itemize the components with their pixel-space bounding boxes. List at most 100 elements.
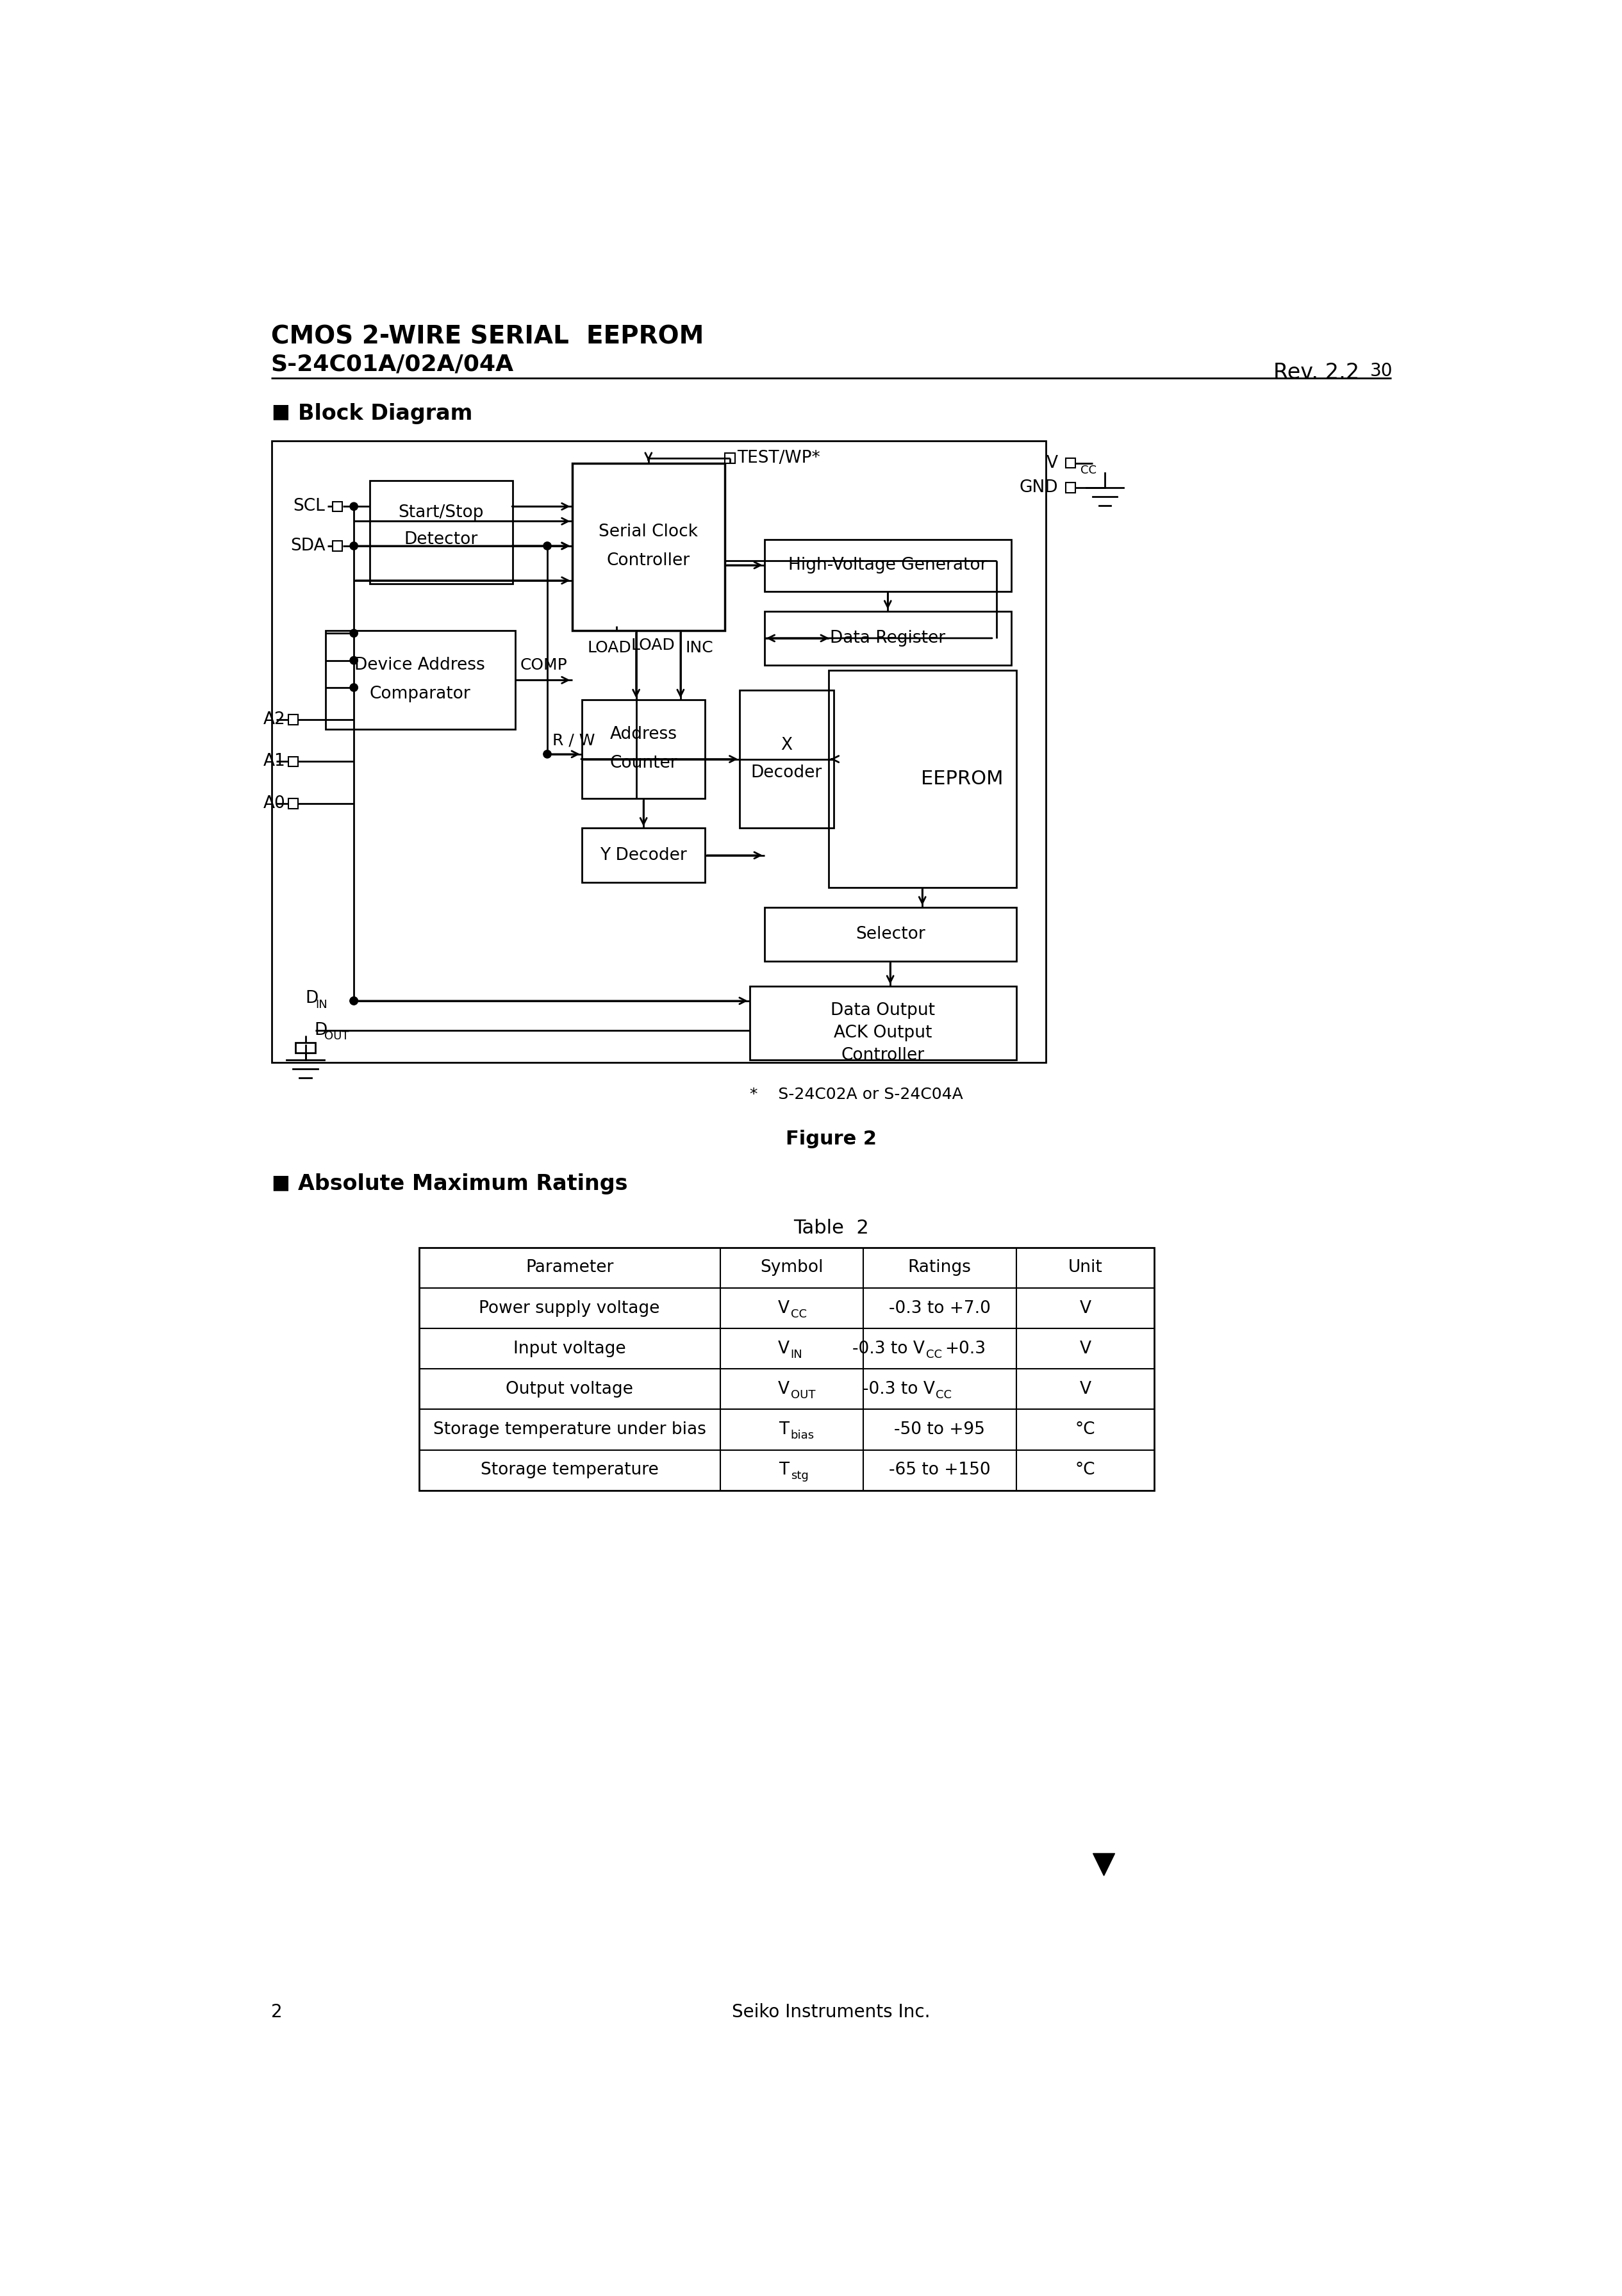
Text: X: X <box>780 737 793 753</box>
Bar <box>764 907 1015 962</box>
Text: IN: IN <box>315 999 328 1010</box>
Circle shape <box>543 751 551 758</box>
Bar <box>749 985 1015 1061</box>
Circle shape <box>350 996 358 1006</box>
Text: -0.3 to V: -0.3 to V <box>853 1341 925 1357</box>
Bar <box>289 714 298 726</box>
Bar <box>418 1247 1155 1490</box>
Text: INC: INC <box>686 641 714 657</box>
Text: EEPROM: EEPROM <box>921 769 1002 788</box>
Text: Controller: Controller <box>842 1047 925 1063</box>
Text: V: V <box>777 1341 788 1357</box>
Text: High-Voltage Generator: High-Voltage Generator <box>788 558 988 574</box>
Text: CC: CC <box>936 1389 952 1401</box>
Text: Storage temperature: Storage temperature <box>480 1463 659 1479</box>
Bar <box>333 542 342 551</box>
Circle shape <box>350 542 358 549</box>
Text: °C: °C <box>1075 1463 1095 1479</box>
Text: Detector: Detector <box>404 530 478 549</box>
Text: 30: 30 <box>1371 363 1393 379</box>
Text: LOAD: LOAD <box>631 638 675 654</box>
Circle shape <box>350 629 358 638</box>
Text: Block Diagram: Block Diagram <box>298 402 472 425</box>
Text: ■: ■ <box>271 402 289 422</box>
Text: T: T <box>779 1421 788 1437</box>
Text: Power supply voltage: Power supply voltage <box>478 1300 660 1316</box>
Text: ■: ■ <box>271 1173 289 1192</box>
Text: Serial Clock: Serial Clock <box>599 523 697 540</box>
Text: V: V <box>1079 1300 1092 1316</box>
Text: V: V <box>777 1300 788 1316</box>
Text: Decoder: Decoder <box>751 765 822 781</box>
Circle shape <box>350 657 358 664</box>
Text: SDA: SDA <box>290 537 326 553</box>
Text: TEST/WP*: TEST/WP* <box>738 450 821 466</box>
Bar <box>740 691 834 829</box>
Text: OUT: OUT <box>324 1031 349 1042</box>
Text: °C: °C <box>1075 1421 1095 1437</box>
Text: CMOS 2-WIRE SERIAL  EEPROM: CMOS 2-WIRE SERIAL EEPROM <box>271 324 704 349</box>
Text: V: V <box>1079 1380 1092 1398</box>
Text: Start/Stop: Start/Stop <box>399 505 483 521</box>
Polygon shape <box>1093 1853 1114 1876</box>
Text: Selector: Selector <box>855 925 925 944</box>
Text: A2: A2 <box>263 712 285 728</box>
Bar <box>326 631 516 730</box>
Text: Parameter: Parameter <box>526 1261 613 1277</box>
Text: COMP: COMP <box>521 657 568 673</box>
Text: ACK Output: ACK Output <box>834 1024 933 1042</box>
Text: T: T <box>779 1463 788 1479</box>
Text: OUT: OUT <box>790 1389 816 1401</box>
Bar <box>573 464 725 631</box>
Text: Unit: Unit <box>1067 1261 1103 1277</box>
Bar <box>1066 482 1075 494</box>
Text: Figure 2: Figure 2 <box>785 1130 876 1148</box>
Text: Output voltage: Output voltage <box>506 1380 633 1398</box>
Bar <box>764 611 1011 666</box>
Text: Seiko Instruments Inc.: Seiko Instruments Inc. <box>732 2004 929 2020</box>
Text: Address: Address <box>610 726 676 742</box>
Text: SCL: SCL <box>294 498 326 514</box>
Text: bias: bias <box>790 1430 814 1442</box>
Text: CC: CC <box>790 1309 806 1320</box>
Text: stg: stg <box>790 1469 808 1481</box>
Text: V: V <box>1079 1341 1092 1357</box>
Circle shape <box>350 503 358 510</box>
Text: Controller: Controller <box>607 553 689 569</box>
Text: D: D <box>305 990 318 1006</box>
Text: CC: CC <box>1080 464 1096 475</box>
Text: Rev. 2.2: Rev. 2.2 <box>1273 363 1366 383</box>
Text: Data Output: Data Output <box>830 1003 934 1019</box>
Text: IN: IN <box>790 1348 803 1362</box>
Bar <box>582 700 706 799</box>
Text: Data Register: Data Register <box>830 629 946 647</box>
Text: Storage temperature under bias: Storage temperature under bias <box>433 1421 706 1437</box>
Circle shape <box>350 684 358 691</box>
Bar <box>295 1042 315 1052</box>
Text: Symbol: Symbol <box>761 1261 822 1277</box>
Text: -0.3 to +7.0: -0.3 to +7.0 <box>889 1300 991 1316</box>
Text: Input voltage: Input voltage <box>513 1341 626 1357</box>
Text: S-24C01A/02A/04A: S-24C01A/02A/04A <box>271 354 514 374</box>
Text: *    S-24C02A or S-24C04A: * S-24C02A or S-24C04A <box>749 1086 963 1102</box>
Text: Y Decoder: Y Decoder <box>600 847 688 863</box>
Text: Table  2: Table 2 <box>793 1219 869 1238</box>
Text: -0.3 to V: -0.3 to V <box>863 1380 934 1398</box>
Text: Absolute Maximum Ratings: Absolute Maximum Ratings <box>298 1173 628 1194</box>
Circle shape <box>350 996 358 1006</box>
Bar <box>764 540 1011 592</box>
Text: V: V <box>777 1380 788 1398</box>
Text: Counter: Counter <box>610 755 678 771</box>
Text: LOAD: LOAD <box>587 641 631 657</box>
Text: -50 to +95: -50 to +95 <box>894 1421 985 1437</box>
Text: R / W: R / W <box>551 732 595 748</box>
Text: Comparator: Comparator <box>370 687 470 703</box>
Bar <box>272 441 1046 1063</box>
Bar <box>582 829 706 882</box>
Text: D: D <box>315 1022 328 1038</box>
Bar <box>333 501 342 512</box>
Text: Device Address: Device Address <box>355 657 485 673</box>
Text: -65 to +150: -65 to +150 <box>889 1463 991 1479</box>
Bar <box>289 758 298 767</box>
Circle shape <box>543 542 551 549</box>
